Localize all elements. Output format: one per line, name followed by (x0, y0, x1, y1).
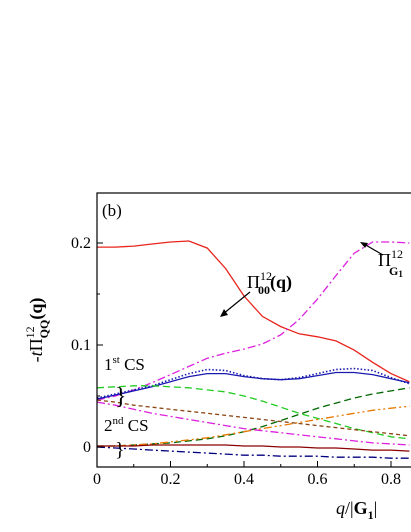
pi00-sup: 12 (260, 269, 272, 283)
plot-frame (96, 192, 411, 468)
x-label-sub: 1 (368, 508, 374, 522)
cs1-brace: } (115, 384, 127, 410)
y-label-t: t (26, 350, 46, 356)
cs2-sup: nd (113, 415, 125, 427)
x-axis-label: q/|G1| (336, 498, 377, 522)
cs2-label: 2nd CS (104, 415, 149, 435)
chart-lines-group (97, 240, 410, 459)
series-line-2 (97, 241, 410, 401)
cs2-text: CS (124, 416, 149, 435)
pi00-arrow (220, 291, 251, 317)
series-line-4 (97, 371, 410, 400)
axis-ticks-group: 0 0.2 0.4 0.6 0.8 0 0.1 0.2 (71, 235, 401, 488)
x-tick-label: 0.4 (234, 471, 254, 488)
y-label-sub: QQ (37, 320, 51, 339)
pi00-symbol: Π (247, 272, 260, 292)
x-tick-label: 0.8 (381, 471, 401, 488)
x-label-G: G (354, 498, 368, 518)
x-label-slash: /| (345, 498, 354, 518)
y-tick-label: 0 (83, 439, 91, 456)
x-label-q: q (336, 498, 345, 518)
x-tick-label: 0 (93, 471, 101, 488)
series-line-8 (97, 399, 410, 437)
y-label-prefix: - (26, 356, 46, 362)
cs1-text: CS (120, 355, 145, 374)
y-label-arg: (q) (26, 298, 47, 320)
series-line-6 (97, 387, 410, 447)
series-line-3 (97, 367, 410, 399)
pi00-annotation: Π12 00(q) (247, 269, 292, 297)
series-line-9 (97, 401, 410, 446)
piG-arrow (360, 242, 384, 256)
y-label-sup: 12 (23, 326, 37, 338)
pi00-arg: (q) (270, 272, 292, 293)
x-label-bar: | (374, 498, 378, 518)
piG-symbol: Π (378, 250, 391, 270)
panel-label: (b) (102, 201, 122, 220)
pi00-sub: 00 (258, 283, 270, 297)
piG-sup: 12 (391, 247, 403, 261)
series-line-1 (97, 240, 410, 383)
cs2-brace: } (115, 439, 125, 461)
y-tick-label: 0.2 (71, 235, 91, 252)
y-axis-label: -tΠ12QQ(q) (23, 298, 51, 363)
x-tick-label: 0.6 (308, 471, 328, 488)
series-line-11 (97, 446, 410, 459)
cs1-sup: st (113, 354, 120, 366)
y-label-pi: Π (26, 338, 46, 351)
series-line-10 (97, 444, 410, 452)
cs2-num: 2 (104, 416, 113, 435)
y-tick-label: 0.1 (71, 337, 91, 354)
piG-sub: G (389, 264, 398, 278)
x-tick-label: 0.2 (161, 471, 181, 488)
series-line-5 (97, 385, 410, 440)
piG-subsub: 1 (398, 269, 403, 279)
piG-annotation: Π12 G1 (378, 247, 403, 279)
cs1-num: 1 (104, 355, 113, 374)
cs1-label: 1st CS (104, 354, 145, 374)
